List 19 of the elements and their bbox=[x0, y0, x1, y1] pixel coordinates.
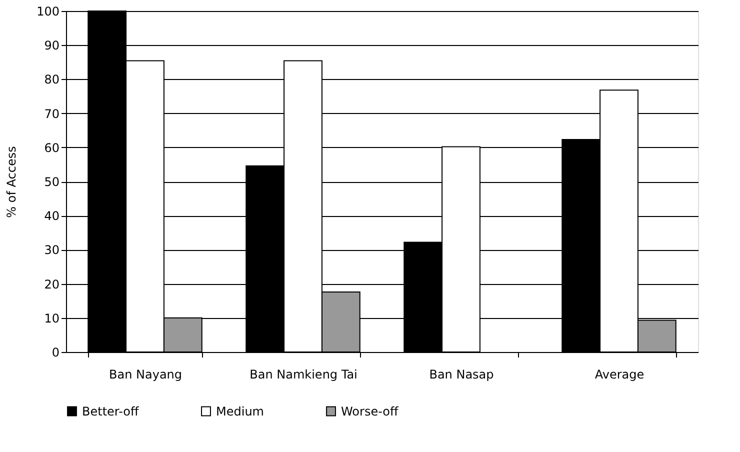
y-tick-label: 10 bbox=[44, 311, 60, 326]
y-tick-label: 0 bbox=[52, 346, 60, 360]
y-tick-label: 60 bbox=[44, 140, 60, 155]
legend-label: Better-off bbox=[82, 404, 140, 418]
y-tick-label: 20 bbox=[44, 277, 60, 292]
x-tick-label: Ban Nayang bbox=[108, 368, 182, 382]
y-tick-label: 30 bbox=[44, 243, 60, 258]
x-tick-label: Average bbox=[594, 368, 644, 382]
y-tick-label: 100 bbox=[36, 4, 60, 18]
y-tick-label: 40 bbox=[44, 209, 60, 224]
y-tick-label: 80 bbox=[44, 72, 60, 87]
legend-label: Medium bbox=[216, 404, 264, 418]
y-tick-label: 50 bbox=[44, 175, 60, 189]
y-tick-label: 70 bbox=[44, 106, 60, 121]
y-axis-title: % of Access bbox=[4, 146, 19, 218]
x-tick-label: Ban Namkieng Tai bbox=[250, 368, 358, 382]
x-tick-label: Ban Nasap bbox=[429, 368, 494, 382]
legend-label: Worse-off bbox=[341, 404, 399, 418]
y-tick-label: 90 bbox=[44, 38, 60, 53]
